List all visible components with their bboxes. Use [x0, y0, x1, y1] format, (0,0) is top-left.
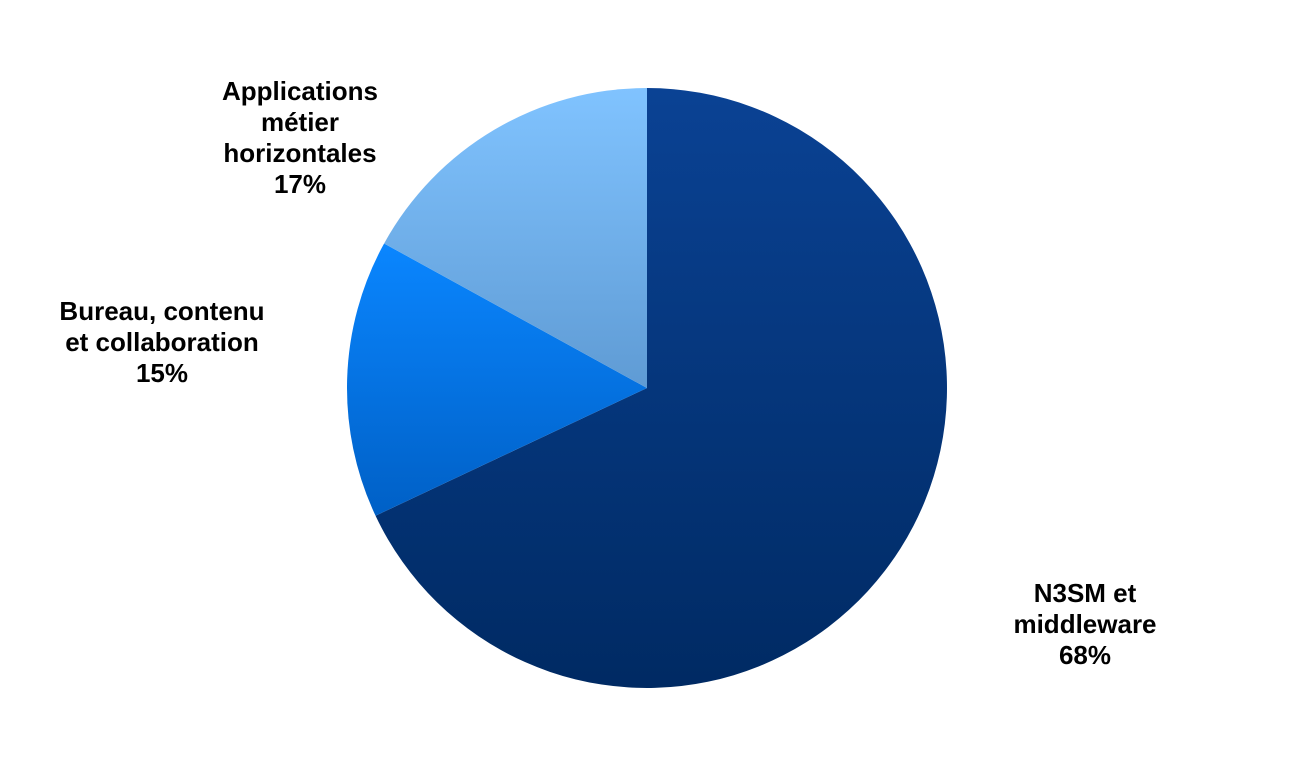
slice-name-label: métier	[261, 107, 339, 137]
pie-labels: N3SM et middleware 68% Bureau, contenu et co…	[59, 76, 1156, 670]
slice-label: Applications métier horizontales 17%	[222, 76, 378, 199]
pie-slice	[375, 88, 947, 689]
slice-percent-label: 17%	[274, 169, 326, 199]
slice-name-label: middleware	[1013, 609, 1156, 639]
slice-name-label: et collaboration	[65, 327, 259, 357]
slice-label: Bureau, contenu et collaboration 15%	[59, 296, 264, 388]
slice-percent-label: 15%	[136, 358, 188, 388]
slice-name-label: Applications	[222, 76, 378, 106]
slice-label: N3SM et middleware 68%	[1013, 578, 1156, 670]
slice-name-label: horizontales	[223, 138, 376, 168]
pie-slice	[346, 243, 647, 516]
pie-slices	[346, 88, 947, 689]
slice-name-label: Bureau, contenu	[59, 296, 264, 326]
pie-slice	[384, 88, 647, 388]
slice-name-label: N3SM et	[1034, 578, 1137, 608]
slice-percent-label: 68%	[1059, 640, 1111, 670]
